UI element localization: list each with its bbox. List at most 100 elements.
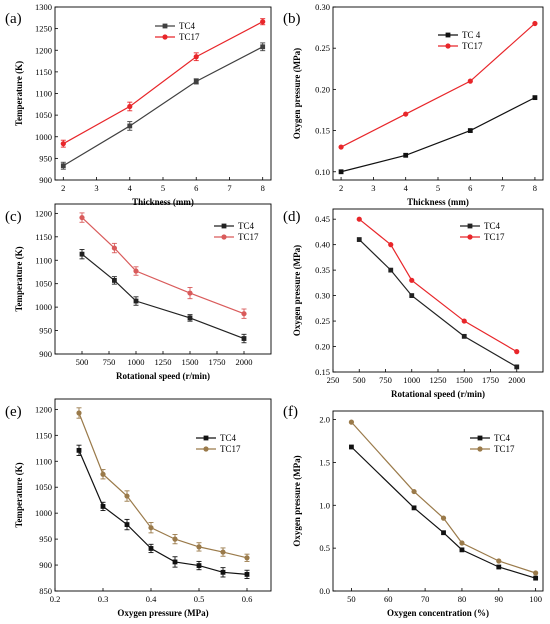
y-tick-label: 0.45 — [315, 214, 330, 224]
data-point — [127, 123, 133, 129]
data-point — [260, 19, 266, 25]
x-axis-label: Rotational speed (r/min) — [391, 389, 485, 399]
y-tick-label: 0.35 — [315, 265, 330, 275]
data-point — [338, 144, 344, 150]
data-point — [514, 364, 520, 370]
legend-marker — [221, 223, 227, 229]
x-tick-label: 6 — [468, 183, 472, 193]
data-point — [196, 563, 202, 568]
series-tc17 — [338, 20, 538, 150]
x-tick-label: 1500 — [456, 375, 473, 385]
y-tick-label: 0.20 — [315, 84, 330, 94]
data-point — [533, 575, 539, 581]
x-tick-label: 1750 — [482, 375, 499, 385]
x-tick-label: 50 — [347, 594, 356, 604]
series-tc4 — [60, 42, 266, 170]
data-point — [533, 570, 539, 576]
legend-label: TC4 — [238, 221, 255, 231]
series-tc17 — [348, 419, 539, 576]
data-point — [220, 549, 226, 555]
y-tick-label: 1200 — [35, 208, 52, 218]
data-point — [349, 444, 354, 450]
data-point — [356, 237, 362, 242]
data-point — [241, 311, 247, 317]
series-tc4 — [79, 249, 247, 344]
data-point — [244, 571, 250, 577]
x-axis-label: Oxygen concentration (%) — [387, 608, 489, 618]
data-point — [187, 315, 193, 321]
data-point — [260, 44, 266, 50]
data-point — [411, 505, 417, 511]
panel-label: (b) — [283, 11, 301, 27]
y-tick-label: 0.0 — [319, 586, 330, 596]
legend-marker — [203, 446, 209, 452]
legend-marker — [477, 435, 483, 441]
y-tick-label: 1000 — [35, 132, 52, 142]
data-point — [60, 163, 66, 169]
y-tick-label: 1200 — [35, 404, 52, 414]
y-tick-label: 900 — [39, 349, 52, 359]
series-tc17 — [76, 407, 250, 562]
x-tick-label: 1000 — [128, 357, 145, 367]
data-point — [111, 245, 117, 251]
x-tick-label: 6 — [194, 183, 198, 193]
y-tick-label: 1250 — [35, 24, 52, 34]
x-tick-label: 0.4 — [146, 594, 157, 604]
series-tc17 — [356, 216, 520, 355]
data-point — [403, 111, 409, 117]
x-tick-label: 500 — [76, 357, 89, 367]
x-tick-label: 5 — [436, 183, 440, 193]
series-line — [78, 412, 248, 559]
legend-marker — [445, 32, 451, 38]
data-point — [100, 504, 106, 509]
x-tick-label: 60 — [384, 594, 393, 604]
data-point — [459, 547, 465, 553]
y-tick-label: 0.30 — [315, 2, 330, 12]
panel-label: (c) — [5, 209, 22, 225]
data-point — [532, 20, 538, 27]
legend-marker — [467, 234, 473, 240]
plot-frame — [332, 6, 544, 181]
data-point — [127, 103, 133, 110]
legend-marker — [162, 23, 168, 29]
legend-label: TC17 — [238, 232, 259, 242]
y-axis-label: Temperature (K) — [14, 462, 24, 527]
chart-panel-3: (c) 500 750 1000 1250 1500 1750 2000 900 950 1000 1… — [5, 203, 272, 381]
x-tick-label: 2000 — [236, 357, 253, 367]
y-tick-label: 1150 — [35, 67, 52, 77]
series-line — [350, 421, 536, 574]
x-tick-label: 3 — [94, 183, 98, 193]
series-line — [81, 253, 245, 340]
y-tick-label: 950 — [39, 534, 52, 544]
legend-marker — [221, 234, 227, 240]
data-point — [172, 559, 178, 565]
y-axis-label: Oxygen pressure (MPa) — [292, 455, 302, 546]
x-tick-label: 2 — [61, 183, 65, 193]
series-line — [358, 239, 518, 368]
x-tick-label: 0.2 — [50, 594, 61, 604]
y-tick-label: 1100 — [35, 89, 52, 99]
data-point — [532, 95, 538, 101]
y-tick-label: 0.15 — [315, 367, 330, 377]
y-tick-label: 950 — [39, 326, 52, 336]
data-point — [60, 141, 66, 147]
x-tick-label: 8 — [261, 183, 265, 193]
series-line — [63, 21, 263, 145]
series-line — [340, 23, 536, 148]
y-tick-label: 1200 — [35, 45, 52, 55]
data-point — [356, 216, 362, 222]
y-tick-label: 1000 — [35, 508, 52, 518]
x-tick-label: 8 — [533, 183, 537, 193]
y-axis-label: Oxygen pressure (MPa) — [292, 245, 302, 336]
data-point — [403, 152, 409, 158]
y-tick-label: 1150 — [35, 430, 52, 440]
chart-panel-5: (e) 0.2 0.3 0.4 0.5 0.6 850 900 950 1000 1050 1100 1… — [5, 398, 272, 618]
data-point — [348, 419, 355, 425]
data-point — [467, 128, 473, 133]
data-point — [133, 268, 139, 274]
y-tick-label: 1050 — [35, 482, 52, 492]
series-line — [81, 217, 245, 315]
data-point — [459, 540, 465, 546]
